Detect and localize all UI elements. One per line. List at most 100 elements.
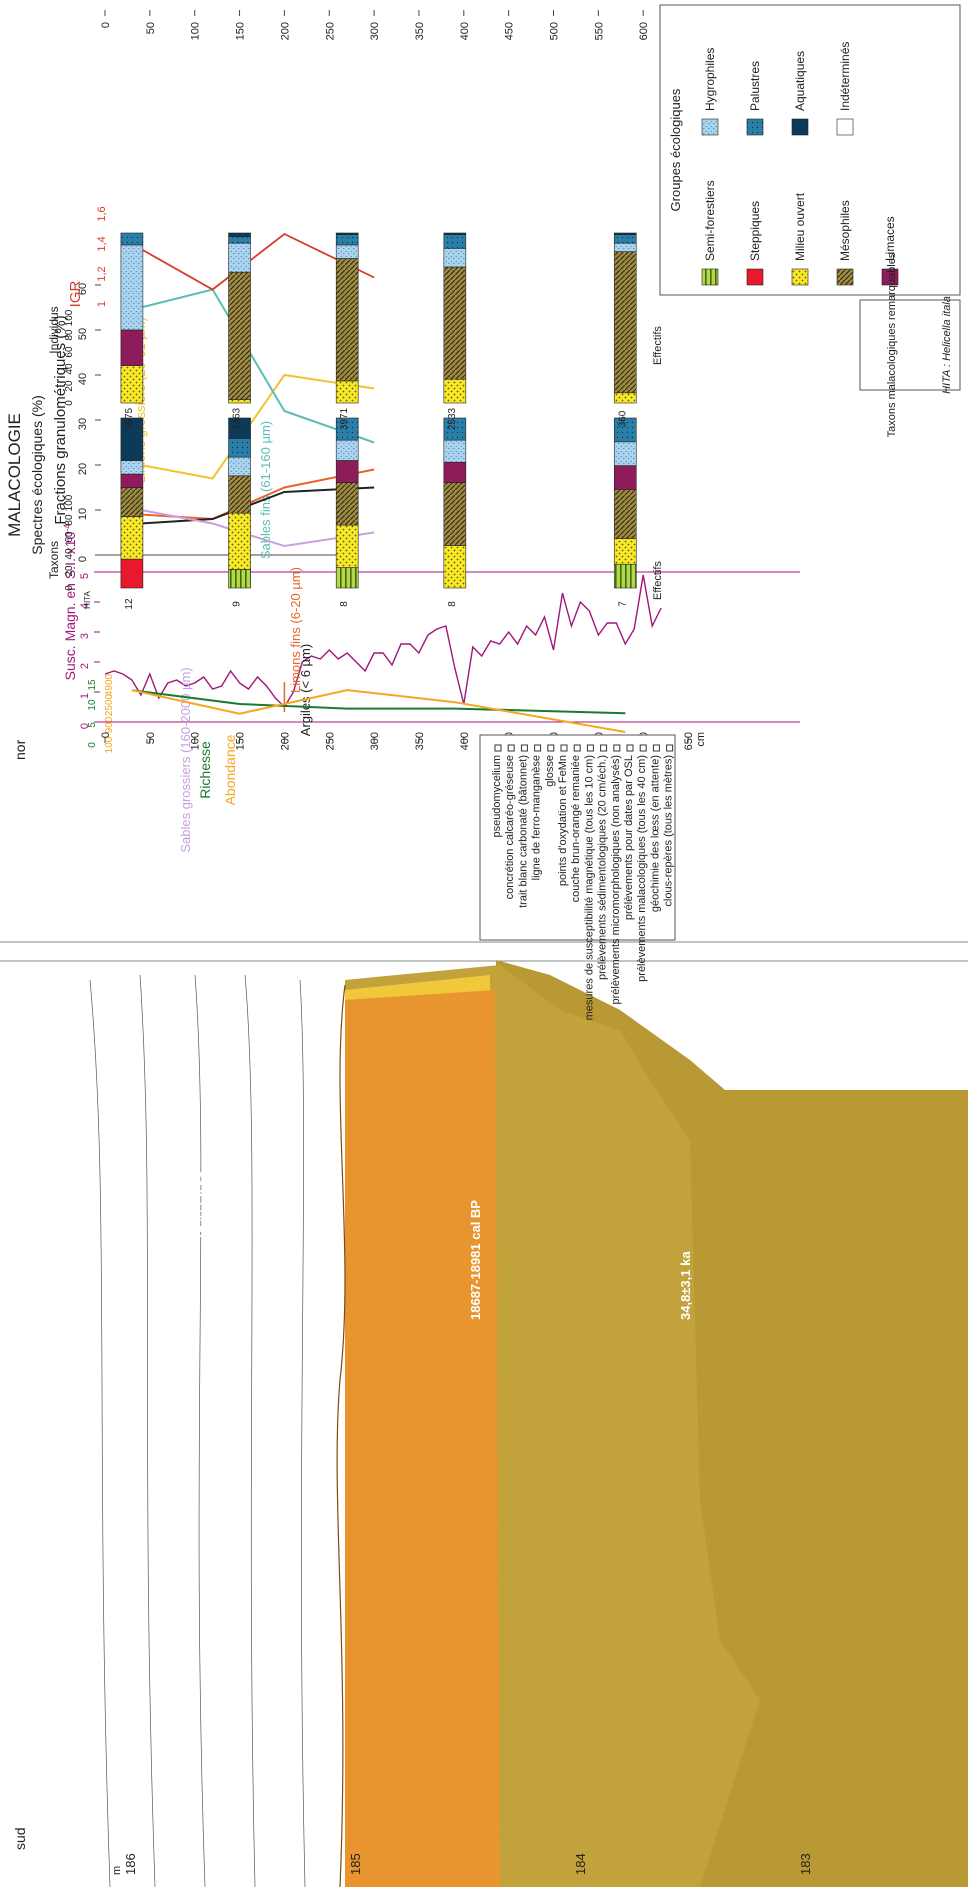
depth-tick-label: 550 — [593, 22, 605, 40]
individus-bar-segment — [228, 399, 251, 404]
legend-item: prélèvements sédimentologiques (20 cm/éc… — [597, 755, 609, 980]
abondance-tick: 4900 — [104, 673, 115, 696]
elevation-unit: m — [111, 1866, 123, 1875]
individus-effectif: 1463 — [232, 407, 243, 430]
elevation-label: 183 — [798, 1853, 813, 1875]
depth-tick-label: 200 — [279, 732, 291, 750]
susc-tick-label: 5 — [79, 573, 91, 579]
date-labels: 17694-18040 cal BP 19,4±1,6 ka 21,0±1,7 ka… — [108, 1081, 693, 1600]
legend-symbol — [520, 744, 528, 752]
depth-tick-label: 250 — [324, 22, 336, 40]
legend-item: concrétion calcaréo-gréseuse — [504, 755, 516, 899]
susc-tick-label: 2 — [79, 663, 91, 669]
date-label: 21,0±1,7 ka — [288, 1081, 303, 1150]
geological-section: us1us3us3us4us14us14us15us15us16us17us12… — [12, 739, 968, 1887]
legend-item: trait blanc carbonaté (bâtonnet) — [517, 755, 529, 908]
taxons-remarquables: Taxons malacologiques remarquables — [886, 252, 898, 437]
elevation-labels: sudnor186185184183182m — [12, 739, 813, 1875]
depth-tick-label: 200 — [279, 22, 291, 40]
pct-tick-label: 40 — [64, 363, 75, 375]
individus-bar-segment — [228, 236, 251, 244]
depth-unit: cm — [695, 732, 707, 747]
pct-tick-label: 60 — [64, 531, 75, 543]
legend-symbol — [507, 744, 515, 752]
grain-tick-label: 40 — [77, 373, 89, 385]
taxons-effectif: 8 — [339, 601, 350, 607]
pct-tick-label: 0 — [64, 585, 75, 591]
richesse-tick: 5 — [87, 722, 98, 728]
taxons-bar-segment — [443, 545, 467, 589]
taxons-bar-segment — [335, 482, 359, 526]
individus-bar-segment — [335, 380, 359, 404]
depth-tick-label: 650 — [683, 732, 695, 750]
individus-bar-segment — [120, 365, 144, 404]
abondance-tick: 2500 — [104, 693, 115, 716]
individus-effectif: 3975 — [124, 407, 135, 430]
individus-bar-segment — [335, 244, 359, 259]
taxons-bar-segment — [613, 465, 637, 490]
hita-note: HITA : Helicella itala — [941, 296, 953, 394]
malaco-legend-swatch — [791, 118, 809, 136]
legend-item: glosse — [544, 755, 556, 787]
depth-tick-label: 0 — [100, 732, 112, 738]
taxons-effectif: 7 — [617, 601, 628, 607]
legend-item: clous-repères (tous les mètres) — [663, 755, 675, 907]
malaco-legend-title: Groupes écologiques — [668, 88, 683, 211]
depth-tick-label: 300 — [369, 732, 381, 750]
malaco-legend-swatch — [746, 118, 764, 136]
nord-label: nor — [12, 739, 28, 760]
malaco-title: MALACOLOGIE — [5, 413, 24, 537]
taxons-effectif: 8 — [447, 601, 458, 607]
malaco-legend-label: Palustres — [748, 61, 762, 111]
susc-tick-label: 0 — [79, 723, 91, 729]
malaco-legend-swatch — [881, 268, 899, 286]
legend-item: prélèvements pour dates par OSL — [623, 755, 635, 920]
legend-symbol — [639, 744, 647, 752]
taxons-bar-segment — [120, 487, 144, 517]
individus-bar-segment — [613, 251, 637, 394]
depth-tick-label: 100 — [190, 732, 202, 750]
taxons-bar-segment — [443, 482, 467, 546]
individus-bar-segment — [443, 234, 467, 249]
grain-tick-label: 0 — [77, 556, 89, 562]
individus-bar-segment — [613, 234, 637, 244]
taxons-bar-segment — [335, 417, 359, 441]
igr-tick-label: 1,4 — [96, 236, 108, 251]
depth-tick-label: 450 — [504, 22, 516, 40]
malaco-legend-swatch — [746, 268, 764, 286]
richesse-label: Richesse — [197, 741, 213, 799]
taxons-bar-segment — [228, 438, 251, 458]
date-label: 34,8±3,1 ka — [678, 1251, 693, 1320]
malaco-legend-label: Aquatiques — [793, 51, 807, 111]
igr-title: IGR — [67, 281, 84, 308]
taxons-bar-segment — [335, 567, 359, 589]
grain-tick-label: 30 — [77, 418, 89, 430]
grain-series-label: Sables grossiers (160-2000 µm) — [178, 667, 193, 852]
taxons-bar-segment — [335, 460, 359, 483]
taxons-bar-segment — [228, 417, 251, 439]
individus-bar-segment — [335, 232, 359, 236]
igr-tick-label: 1 — [96, 301, 108, 307]
susc-title: Susc. Magn. en S.I. x10-4 — [62, 524, 78, 681]
effectifs-label: Effectifs — [652, 326, 664, 365]
pct-tick-label: 0 — [64, 400, 75, 406]
richesse-line — [131, 689, 626, 715]
individus-bar-segment — [443, 232, 467, 236]
malaco-legend-label: Hygrophiles — [703, 48, 717, 111]
legend-symbol — [613, 744, 621, 752]
individus-bar-segment — [120, 244, 144, 331]
individus-bar-segment — [335, 234, 359, 246]
individus-effectif: 360 — [617, 410, 628, 427]
legend-item: points d'oxydation et FeMn — [557, 755, 569, 886]
date-label: 19,4±1,6 ka — [193, 1171, 208, 1240]
malaco-legend-swatch — [836, 268, 854, 286]
hita-tag: HITA — [83, 591, 92, 609]
taxons-bar-segment — [443, 439, 467, 463]
legend-item: mesures de susceptibilité magnétique (to… — [583, 755, 595, 1020]
malaco-legend-label: Mésophiles — [838, 200, 852, 261]
pct-tick-label: 80 — [64, 514, 75, 526]
taxons-bar-segment — [443, 461, 467, 483]
pct-tick-label: 100 — [64, 309, 75, 326]
legend-symbol — [534, 744, 542, 752]
